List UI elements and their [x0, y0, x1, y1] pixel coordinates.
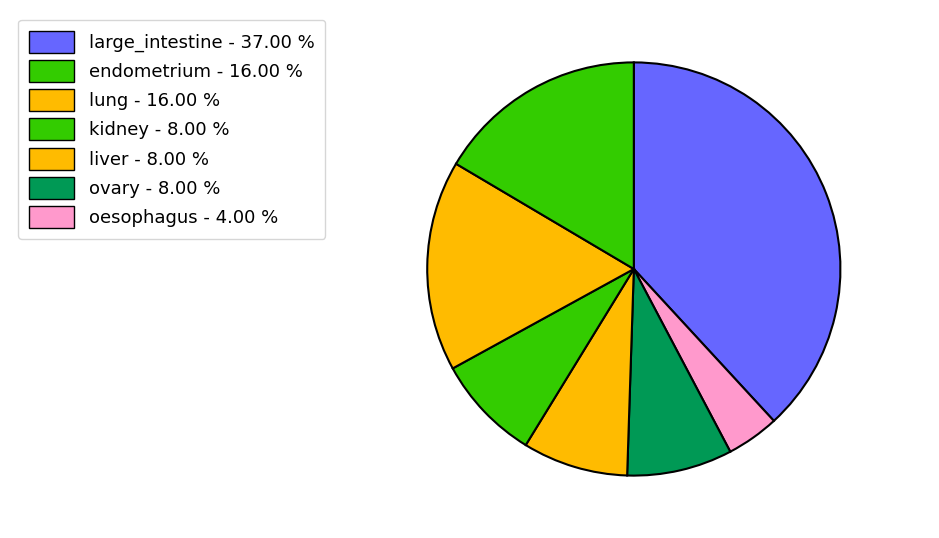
- Wedge shape: [627, 269, 731, 476]
- Wedge shape: [634, 62, 840, 421]
- Wedge shape: [456, 62, 634, 269]
- Legend: large_intestine - 37.00 %, endometrium - 16.00 %, lung - 16.00 %, kidney - 8.00 : large_intestine - 37.00 %, endometrium -…: [19, 20, 326, 239]
- Wedge shape: [427, 164, 634, 369]
- Wedge shape: [526, 269, 634, 476]
- Wedge shape: [634, 269, 774, 452]
- Wedge shape: [453, 269, 634, 445]
